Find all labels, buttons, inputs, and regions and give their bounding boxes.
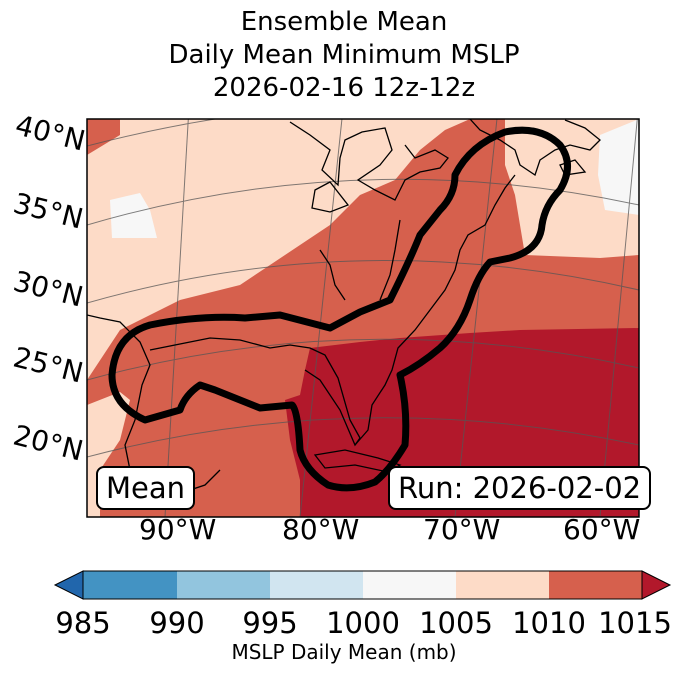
graticule — [87, 119, 639, 517]
colorbar-tick-1010: 1010 — [512, 606, 586, 640]
colorbar-extend-high — [641, 570, 672, 600]
colorbar-extend-low — [53, 570, 84, 600]
field-1000-1005-west — [110, 193, 157, 238]
colorbar-band-985-990 — [83, 571, 177, 599]
colorbar-frame — [82, 570, 643, 600]
map-frame — [86, 118, 640, 518]
title-line-1: Ensemble Mean — [240, 7, 448, 37]
run-date-label-box: Run: 2026-02-02 — [388, 466, 652, 510]
coastlines — [87, 119, 601, 496]
title-line-3: 2026-02-16 12z-12z — [212, 73, 476, 103]
lon-label-70w: 70°W — [423, 513, 501, 546]
colorbar-band-990-995 — [177, 571, 270, 599]
colorbar-tick-990: 990 — [149, 606, 205, 640]
colorbar-band-1005-1010 — [456, 571, 549, 599]
field-1000-1005-east — [598, 119, 639, 215]
mean-label-box: Mean — [96, 466, 196, 510]
contour-outline — [108, 126, 571, 492]
colorbar-band-995-1000 — [270, 571, 363, 599]
lon-label-90w: 90°W — [139, 513, 217, 546]
colorbar-label: MSLP Daily Mean (mb) — [231, 640, 457, 664]
colorbar-tick-995: 995 — [242, 606, 298, 640]
map-area — [87, 119, 639, 517]
colorbar-tick-1000: 1000 — [326, 606, 400, 640]
lon-label-60w: 60°W — [563, 513, 641, 546]
colorbar-tick-1005: 1005 — [419, 606, 493, 640]
colorbar-tick-1015: 1015 — [598, 606, 672, 640]
title-line-2: Daily Mean Minimum MSLP — [168, 40, 520, 70]
colorbar — [53, 570, 672, 600]
lon-label-80w: 80°W — [282, 513, 360, 546]
colorbar-band-1000-1005 — [363, 571, 456, 599]
colorbar-band-1010-1015 — [549, 571, 642, 599]
colorbar-tick-985: 985 — [55, 606, 111, 640]
